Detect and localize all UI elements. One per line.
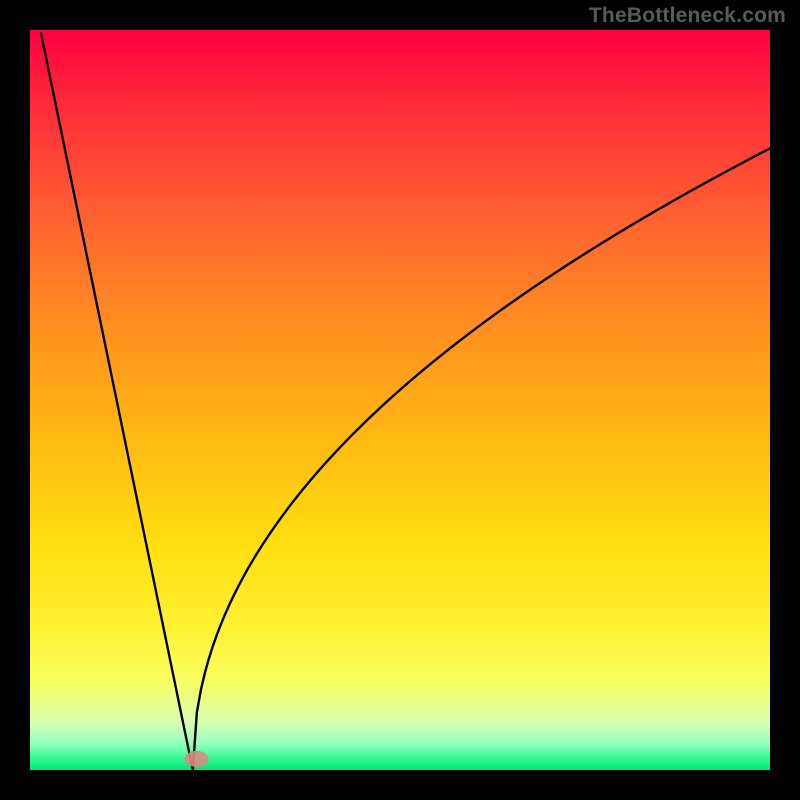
- plot-area: [30, 30, 770, 770]
- watermark-text: TheBottleneck.com: [589, 4, 786, 28]
- bottleneck-chart: TheBottleneck.com: [0, 0, 800, 800]
- chart-svg: [0, 0, 800, 800]
- optimal-point-marker: [185, 751, 209, 767]
